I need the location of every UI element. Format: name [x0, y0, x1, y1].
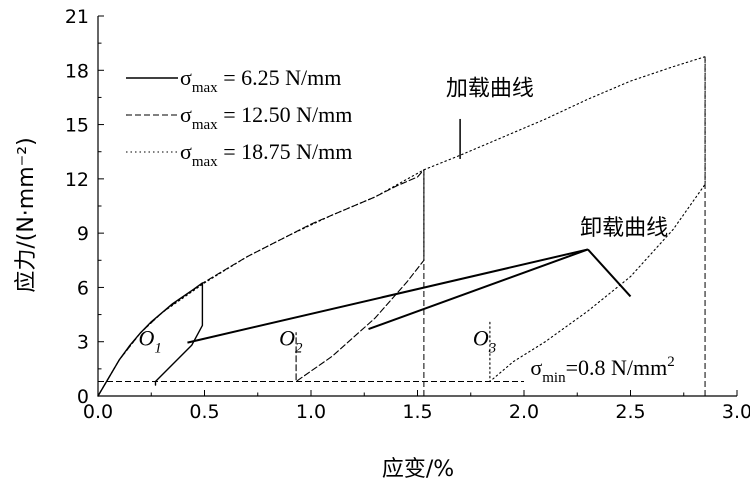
- unloading-curve-label: 卸载曲线: [580, 216, 668, 241]
- x-tick-label: 2.0: [509, 401, 539, 423]
- unloading-curve-pointer: [187, 248, 589, 344]
- origin-label: O3: [473, 326, 496, 357]
- y-axis-title: 应力/(N·mm⁻²): [14, 137, 39, 292]
- x-tick-label: 0.5: [189, 401, 219, 423]
- x-axis-title: 应变/%: [382, 457, 454, 482]
- x-tick-label: 3.0: [722, 401, 750, 423]
- legend-label: σmax = 12.50 N/mm: [180, 102, 352, 133]
- x-tick-label: 1.0: [296, 401, 326, 423]
- x-tick-label: 2.5: [615, 401, 645, 423]
- loading-curve-label: 加载曲线: [446, 77, 534, 102]
- unloading-curve-pointer: [587, 248, 632, 298]
- legend-label: σmax = 6.25 N/mm: [180, 65, 341, 96]
- y-tick-label: 6: [77, 277, 89, 299]
- y-tick-label: 21: [65, 6, 89, 28]
- sigma-min-label: σmin=0.8 N/mm2: [530, 354, 674, 386]
- y-tick-label: 0: [77, 386, 89, 408]
- y-tick-label: 3: [77, 332, 89, 354]
- x-tick-label: 1.5: [402, 401, 432, 423]
- y-tick-label: 9: [77, 223, 89, 245]
- legend: σmax = 6.25 N/mm σmax = 12.50 N/mm σmax = …: [126, 65, 352, 170]
- x-tick-label: 0.0: [83, 401, 113, 423]
- origin-label: O2: [279, 326, 303, 357]
- series-line-dotted: [97, 56, 706, 397]
- y-tick-label: 12: [65, 169, 89, 191]
- axes: 0.0 0.5 1.0 1.5 2.0 2.5 3.0 0 3 6 9 12 15 18 21: [65, 6, 750, 423]
- legend-label: σmax = 18.75 N/mm: [180, 139, 352, 170]
- series-line-dashed: [97, 169, 425, 397]
- origin-label: O1: [139, 326, 162, 357]
- y-tick-label: 18: [65, 60, 89, 82]
- unloading-curve-pointer: [368, 248, 589, 330]
- y-tick-label: 15: [65, 115, 89, 137]
